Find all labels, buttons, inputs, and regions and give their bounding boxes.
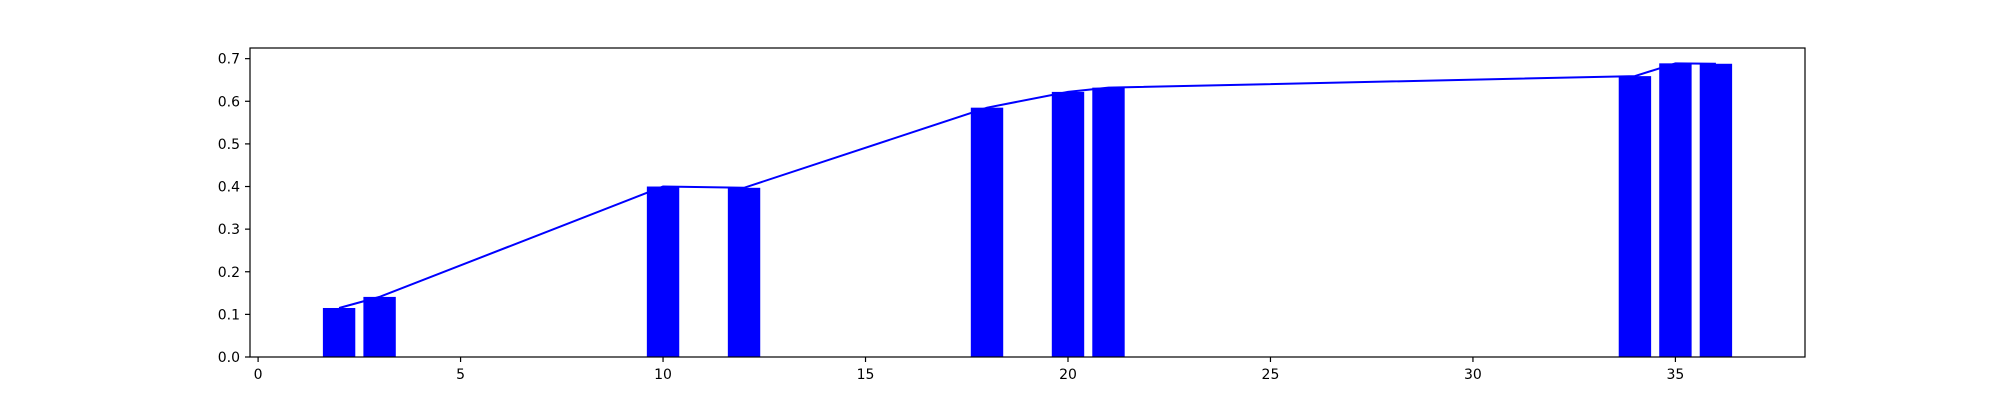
y-tick-label-6: 0.6 [218,94,240,110]
y-tick-label-5: 0.5 [218,137,240,153]
y-tick-label-7: 0.7 [218,52,240,68]
y-tick-label-1: 0.1 [218,307,240,323]
y-tick-label-3: 0.3 [218,222,240,238]
bar-1 [363,296,396,357]
bar-4 [970,107,1004,357]
x-tick-label-4: 20 [1059,367,1077,383]
bars-layer [322,63,1733,358]
line-layer [338,62,1716,309]
bar-6 [1092,87,1125,357]
bar-7 [1618,76,1652,357]
x-tick-label-6: 30 [1464,367,1482,383]
x-tick-label-0: 0 [254,367,263,383]
x-tick-label-5: 25 [1262,367,1280,383]
bar-9 [1699,63,1733,358]
y-tick-label-4: 0.4 [218,180,240,196]
bar-0 [322,307,356,357]
x-tick-label-1: 5 [456,367,465,383]
bar-3 [727,187,761,357]
x-tick-label-7: 35 [1667,367,1685,383]
y-tick-label-0: 0.0 [218,350,240,366]
bar-5 [1051,91,1085,358]
x-tick-label-2: 10 [654,367,672,383]
series-line [338,62,1716,309]
bar-2 [646,186,680,357]
y-tick-label-2: 0.2 [218,265,240,281]
bar-8 [1659,63,1692,358]
x-tick-label-3: 15 [857,367,875,383]
axes-frame [249,47,1806,358]
axes-layer: 0 5 10 15 20 25 30 35 0.0 0.1 0.2 0.3 0.4 0.5 0.6 0.7 [218,47,1806,383]
